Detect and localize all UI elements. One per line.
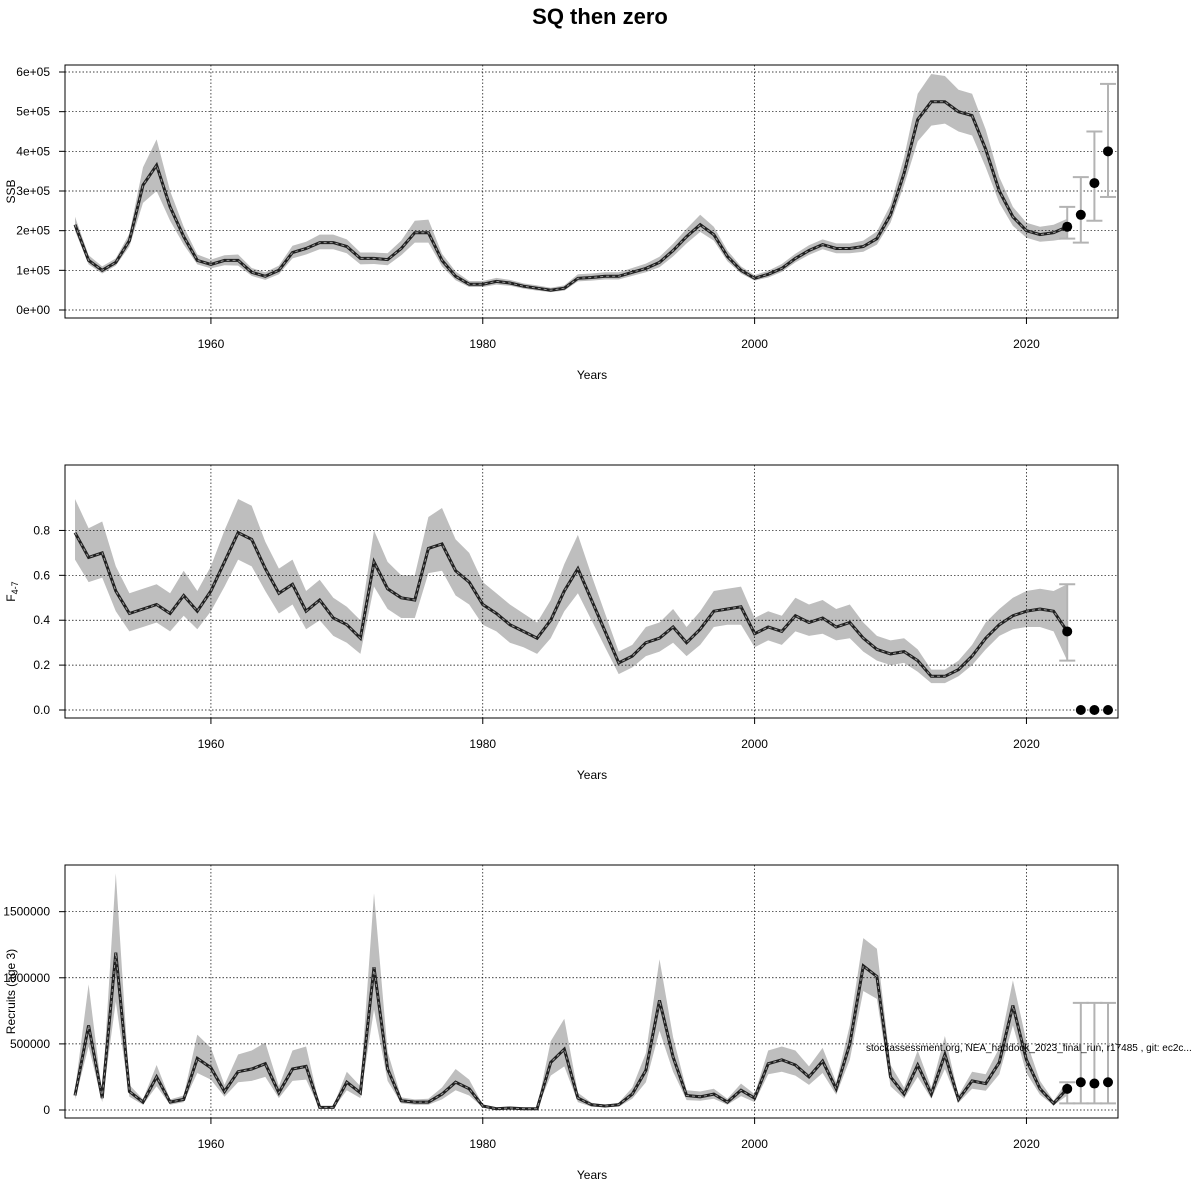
x-tick-label: 2000 [741, 737, 768, 751]
forecast-point [1103, 146, 1113, 157]
x-tick-label: 2020 [1013, 1137, 1040, 1151]
plot-frame [64, 864, 1119, 1119]
y-tick-label: 0.0 [33, 703, 50, 717]
estimate-line-dashes [74, 532, 1068, 677]
forecast-point [1075, 209, 1086, 220]
forecast-point [1075, 1077, 1086, 1088]
x-axis-label: Years [577, 1168, 607, 1182]
forecast-point [1062, 221, 1073, 232]
y-axis-label: Recruits (age 3) [4, 949, 18, 1034]
forecast-point [1089, 178, 1100, 189]
x-tick-label: 1980 [469, 337, 496, 351]
estimate-line-dashes [74, 101, 1068, 291]
y-tick-label: 1e+05 [16, 263, 50, 277]
ssb-panel: 1960 1980 2000 2020 0e+00 1e+05 2e+05 3e+05 4e+0… [4, 64, 1119, 382]
y-tick-label: 4e+05 [16, 144, 50, 158]
forecast-point [1103, 1077, 1113, 1088]
y-tick-label: 0.8 [33, 523, 50, 537]
footnote: stockassessment.org, NEA_haddock_2023_fi… [866, 1043, 1192, 1054]
forecast-point [1103, 705, 1113, 715]
fbar-panel: 1960 1980 2000 2020 0.0 0.2 0.4 0.6 0.8 Years F4-7 [4, 464, 1119, 782]
y-tick-label: 0e+00 [16, 303, 50, 317]
y-axis-label: SSB [4, 179, 18, 203]
confidence-band [75, 74, 1068, 293]
x-tick-label: 2000 [741, 337, 768, 351]
forecast-point [1089, 1078, 1100, 1089]
forecast-point [1062, 1083, 1073, 1094]
y-axis-label: F4-7 [4, 581, 20, 601]
x-axis-label: Years [577, 768, 607, 782]
x-tick-label: 2020 [1013, 337, 1040, 351]
y-tick-label: 0.4 [33, 613, 50, 627]
y-axis-label-subscript: 4-7 [10, 581, 20, 594]
x-tick-label: 2000 [741, 1137, 768, 1151]
forecast-point [1089, 705, 1100, 715]
x-tick-label: 1960 [198, 737, 225, 751]
x-tick-label: 1960 [198, 337, 225, 351]
y-tick-label: 5e+05 [16, 105, 50, 119]
y-tick-label: 6e+05 [16, 65, 50, 79]
confidence-band [75, 499, 1068, 684]
plot-frame [64, 464, 1119, 719]
y-tick-label: 500000 [10, 1037, 50, 1051]
forecast-point [1075, 705, 1086, 715]
y-tick-label: 3e+05 [16, 184, 50, 198]
y-tick-label: 1000000 [3, 971, 50, 985]
recruits-panel: 1960 1980 2000 2020 0 500000 1000000 1500000 Yea… [3, 864, 1119, 1182]
y-tick-label: 0.2 [33, 658, 50, 672]
x-axis-label: Years [577, 368, 607, 382]
y-tick-label: 0.6 [33, 568, 50, 582]
x-tick-label: 1980 [469, 1137, 496, 1151]
figure-title: SQ then zero [532, 4, 668, 29]
y-tick-label: 1500000 [3, 905, 50, 919]
x-tick-label: 1960 [198, 1137, 225, 1151]
estimate-line-dashes [74, 952, 1068, 1110]
y-tick-label: 2e+05 [16, 224, 50, 238]
forecast-point [1062, 626, 1073, 637]
x-tick-label: 1980 [469, 737, 496, 751]
y-tick-label: 0 [43, 1103, 50, 1117]
x-tick-label: 2020 [1013, 737, 1040, 751]
